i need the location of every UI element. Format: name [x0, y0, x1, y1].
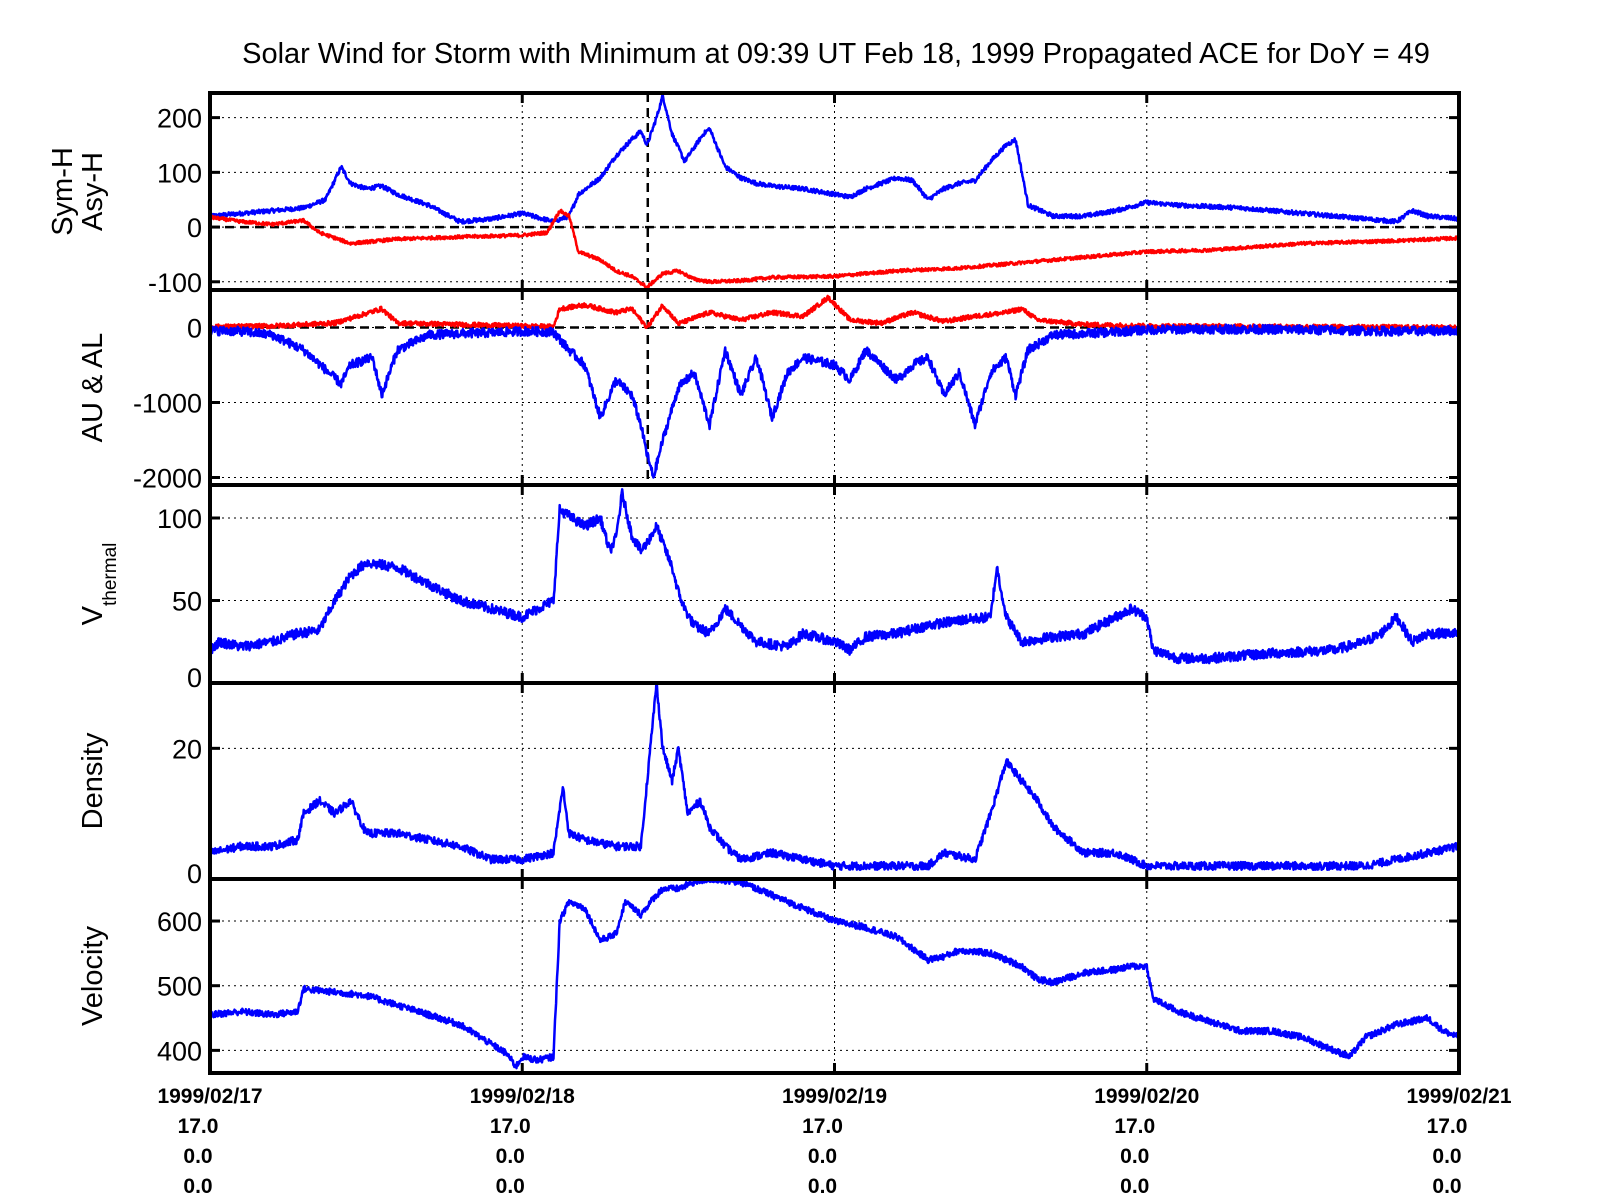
- y-tick-label: 0: [187, 213, 202, 243]
- series-line-velocity-0: [210, 879, 1459, 1070]
- panel-vth: 0 50 100 Vthermal: [77, 483, 1461, 693]
- series-line-vth-0: [210, 488, 1459, 665]
- y-axis-label: Vthermal: [77, 543, 121, 626]
- y-tick-label: 200: [157, 104, 202, 134]
- panel-frame: [208, 877, 1461, 1075]
- y-tick-label: 600: [157, 907, 202, 937]
- y-axis-label-line: Asy-H: [77, 152, 109, 231]
- series-group: [210, 294, 1459, 479]
- x-tick-label-line: 1999/02/17: [157, 1085, 262, 1108]
- y-axis-label-line: Sym-H: [47, 147, 79, 236]
- x-tick-label: 1999/02/17 17.0 0.0 0.0: [157, 1085, 262, 1198]
- y-tick-label: 20: [172, 734, 202, 764]
- y-tick-label: -2000: [133, 464, 202, 494]
- series-group: [210, 879, 1459, 1070]
- y-axis-label: Velocity: [77, 926, 109, 1026]
- y-tick-label: -1000: [133, 389, 202, 419]
- x-tick-label-line: 0.0: [496, 1175, 525, 1198]
- y-tick-label: 0: [187, 314, 202, 344]
- x-tick-label-line: 1999/02/21: [1406, 1085, 1511, 1108]
- x-tick-label-line: 17.0: [178, 1115, 219, 1138]
- x-tick-label-line: 0.0: [808, 1175, 837, 1198]
- x-tick-label: 1999/02/20 17.0 0.0 0.0: [1094, 1085, 1199, 1198]
- x-tick-label-line: 17.0: [490, 1115, 531, 1138]
- series-group: [210, 683, 1459, 872]
- y-axis-label: AU & AL: [77, 333, 109, 443]
- series-line-aual-1: [210, 323, 1459, 479]
- x-axis-ticks: 1999/02/17 17.0 0.0 0.0 1999/02/18 17.0 0.0 0.0…: [157, 1085, 1511, 1198]
- x-tick-label-line: 1999/02/18: [470, 1085, 575, 1108]
- y-axis-label: Density: [77, 732, 109, 829]
- y-axis-label: Sym-HAsy-H: [47, 147, 109, 236]
- panel-aual: -2000 -1000 0 AU & AL: [77, 288, 1461, 494]
- x-tick-label: 1999/02/21 17.0 0.0 0.0: [1406, 1085, 1511, 1198]
- y-tick-label: 100: [157, 158, 202, 188]
- x-tick-label-line: 17.0: [1114, 1115, 1155, 1138]
- y-tick-label: 500: [157, 972, 202, 1002]
- panel-velocity: 400 500 600 Velocity: [77, 877, 1461, 1075]
- y-tick-label: 400: [157, 1036, 202, 1066]
- x-tick-label-line: 17.0: [1427, 1115, 1468, 1138]
- series-line-density-0: [210, 683, 1459, 872]
- series-group: [210, 93, 1459, 289]
- series-line-symh-0: [210, 93, 1459, 225]
- series-group: [210, 488, 1459, 665]
- x-tick-label-line: 0.0: [183, 1175, 212, 1198]
- x-tick-label-line: 0.0: [1120, 1175, 1149, 1198]
- x-tick-label-line: 0.0: [808, 1145, 837, 1168]
- figure-title: Solar Wind for Storm with Minimum at 09:…: [242, 38, 1430, 70]
- x-tick-label-line: 17.0: [802, 1115, 843, 1138]
- y-tick-label: -100: [148, 268, 202, 298]
- y-tick-label: 0: [187, 859, 202, 889]
- panel-symh: -100 0 100 200 Sym-HAsy-H: [47, 91, 1461, 298]
- y-tick-label: 50: [172, 587, 202, 617]
- y-tick-label: 0: [187, 663, 202, 693]
- y-tick-label: 100: [157, 504, 202, 534]
- y-axis-label-main: V: [77, 605, 109, 625]
- x-tick-label-line: 1999/02/19: [782, 1085, 887, 1108]
- x-tick-label: 1999/02/19 17.0 0.0 0.0: [782, 1085, 887, 1198]
- x-tick-label-line: 0.0: [496, 1145, 525, 1168]
- x-tick-label-line: 0.0: [183, 1145, 212, 1168]
- x-tick-label-line: 1999/02/20: [1094, 1085, 1199, 1108]
- x-tick-label-line: 0.0: [1432, 1145, 1461, 1168]
- x-tick-label-line: 0.0: [1432, 1175, 1461, 1198]
- y-axis-label-subscript: thermal: [100, 543, 121, 606]
- series-line-symh-1: [210, 208, 1459, 289]
- x-tick-label: 1999/02/18 17.0 0.0 0.0: [470, 1085, 575, 1198]
- x-tick-label-line: 0.0: [1120, 1145, 1149, 1168]
